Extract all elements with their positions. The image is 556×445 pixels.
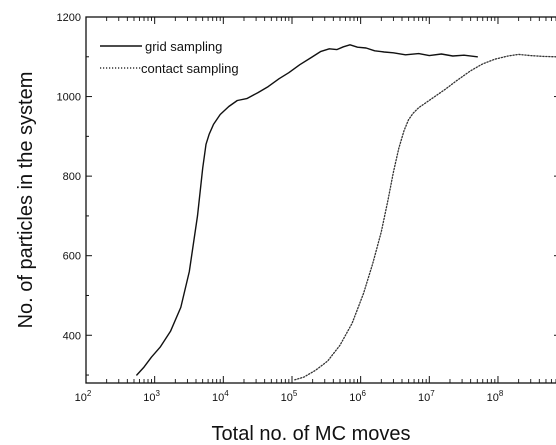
x-tick-label: 104 — [212, 389, 229, 404]
x-tick-label: 105 — [281, 389, 298, 404]
x-tick-label: 108 — [487, 389, 504, 404]
series-line-grid-sampling — [136, 44, 478, 376]
y-axis-label: No. of particles in the system — [15, 72, 37, 329]
legend-label-contact-sampling: contact sampling — [141, 61, 239, 76]
x-tick-label: 102 — [75, 389, 92, 404]
x-tick-label: 106 — [349, 389, 366, 404]
y-axis: 400 600 800 1000 1200 — [57, 12, 556, 376]
x-tick-label: 103 — [143, 389, 160, 404]
legend-label-grid-sampling: grid sampling — [145, 39, 222, 54]
x-tick-label: 107 — [418, 389, 435, 404]
x-axis-label: Total no. of MC moves — [212, 423, 411, 445]
y-tick-label: 600 — [63, 251, 81, 263]
x-axis: 102 103 104 105 106 107 108 — [75, 17, 556, 404]
plot-frame — [85, 16, 556, 384]
y-tick-label: 800 — [63, 171, 81, 183]
series-layer — [136, 44, 556, 381]
y-tick-label: 400 — [63, 330, 81, 342]
plot-border — [85, 16, 556, 384]
legend: grid sampling contact sampling — [100, 39, 239, 76]
series-line-contact-sampling — [294, 53, 556, 381]
y-tick-label: 1000 — [57, 92, 81, 104]
y-tick-label: 1200 — [57, 12, 81, 24]
